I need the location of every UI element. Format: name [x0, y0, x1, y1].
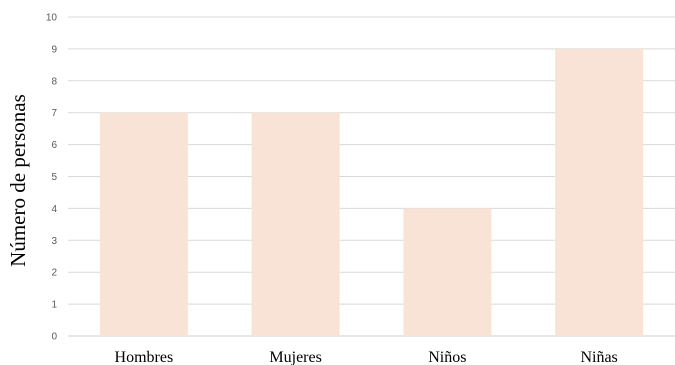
- x-axis-ticks: Hombres Mujeres Niños Niñas: [115, 349, 618, 365]
- bar-mujeres: [251, 112, 340, 336]
- bar-niñas: [555, 48, 644, 337]
- y-tick-label: 3: [51, 236, 57, 247]
- y-tick-label: 10: [46, 13, 58, 24]
- y-tick-label: 7: [51, 108, 57, 119]
- y-tick-label: 8: [51, 76, 57, 87]
- x-tick-label: Mujeres: [269, 349, 321, 365]
- y-tick-label: 0: [51, 332, 57, 343]
- x-tick-label: Niñas: [580, 349, 617, 365]
- bar-niños: [403, 208, 492, 336]
- x-tick-label: Hombres: [115, 349, 174, 365]
- y-tick-label: 1: [51, 300, 57, 311]
- bar-hombres: [99, 112, 188, 336]
- x-tick-label: Niños: [428, 349, 466, 365]
- y-tick-label: 2: [51, 268, 57, 279]
- bars: [99, 48, 644, 337]
- y-tick-label: 4: [51, 204, 57, 215]
- y-tick-label: 5: [51, 172, 57, 183]
- y-axis-ticks: 0 1 2 3 4 5 6 7 8 9 10: [46, 13, 58, 343]
- y-tick-label: 6: [51, 140, 57, 151]
- y-tick-label: 9: [51, 44, 57, 55]
- y-axis-label: Número de personas: [6, 94, 30, 267]
